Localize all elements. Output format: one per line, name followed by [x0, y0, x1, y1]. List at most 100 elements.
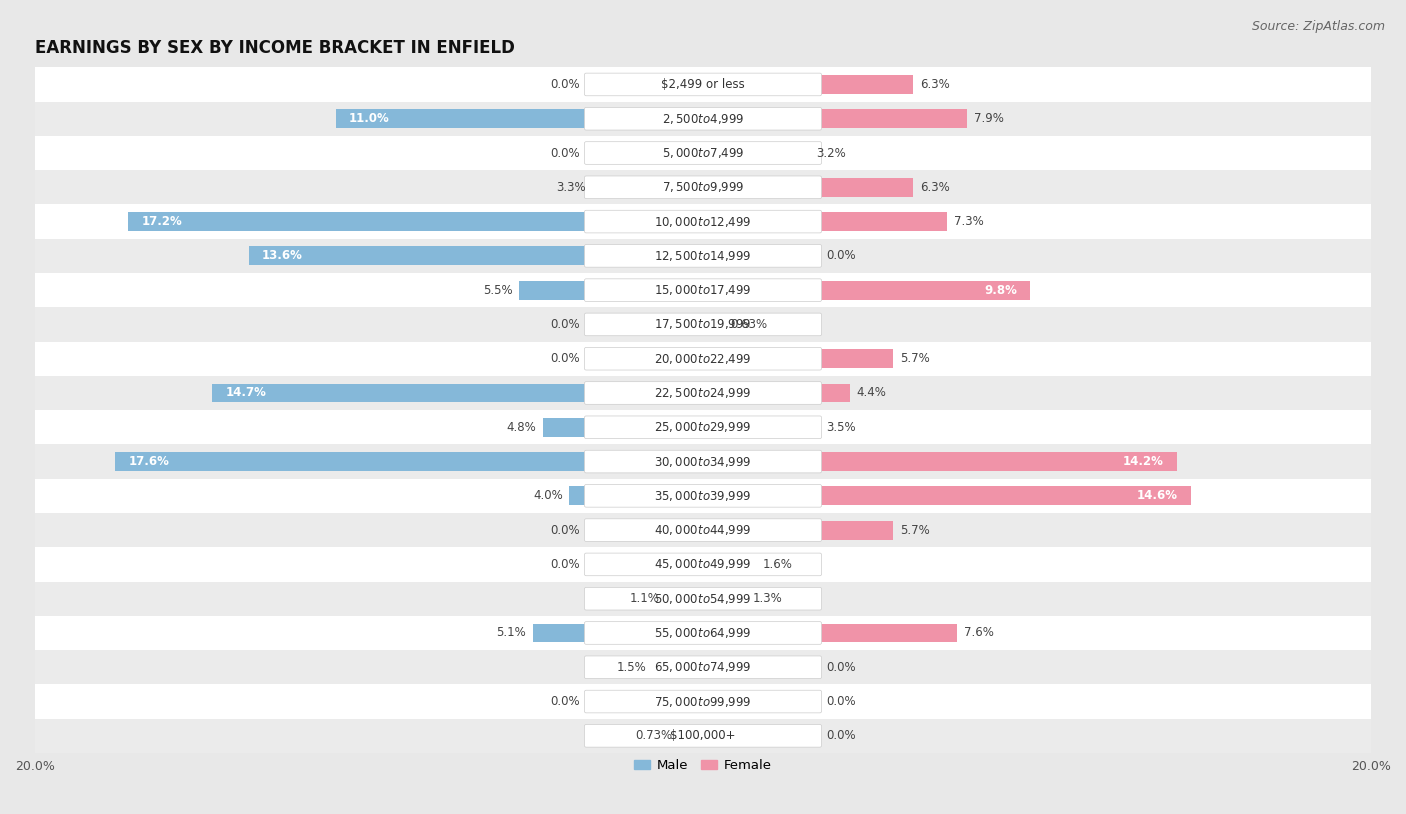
Bar	[703, 75, 914, 94]
Text: 5.7%: 5.7%	[900, 352, 929, 365]
FancyBboxPatch shape	[585, 416, 821, 439]
Text: 0.0%: 0.0%	[827, 695, 856, 708]
Text: 13.6%: 13.6%	[262, 249, 302, 262]
Bar	[249, 247, 703, 265]
Bar	[703, 555, 756, 574]
FancyBboxPatch shape	[585, 244, 821, 267]
Bar	[35, 719, 1371, 753]
Text: 14.6%: 14.6%	[1136, 489, 1177, 502]
Bar	[703, 349, 893, 368]
Bar	[35, 513, 1371, 547]
Bar	[652, 658, 703, 676]
Bar	[35, 616, 1371, 650]
Bar	[35, 102, 1371, 136]
Bar	[35, 136, 1371, 170]
Bar	[35, 444, 1371, 479]
Bar	[703, 452, 1177, 471]
Text: 1.3%: 1.3%	[754, 593, 783, 605]
Bar	[336, 109, 703, 128]
Bar	[703, 383, 851, 402]
Text: 5.7%: 5.7%	[900, 523, 929, 536]
FancyBboxPatch shape	[585, 176, 821, 199]
Text: $15,000 to $17,499: $15,000 to $17,499	[654, 283, 752, 297]
FancyBboxPatch shape	[585, 656, 821, 679]
Bar	[703, 521, 893, 540]
Text: 1.5%: 1.5%	[616, 661, 647, 674]
Text: Source: ZipAtlas.com: Source: ZipAtlas.com	[1251, 20, 1385, 33]
Text: $7,500 to $9,999: $7,500 to $9,999	[662, 180, 744, 195]
Text: 0.0%: 0.0%	[550, 352, 579, 365]
Text: $12,500 to $14,999: $12,500 to $14,999	[654, 249, 752, 263]
Bar	[533, 624, 703, 642]
Bar	[703, 212, 946, 231]
Text: $30,000 to $34,999: $30,000 to $34,999	[654, 454, 752, 469]
Text: 0.63%: 0.63%	[731, 318, 768, 331]
Text: $2,500 to $4,999: $2,500 to $4,999	[662, 112, 744, 125]
Text: 0.0%: 0.0%	[550, 78, 579, 91]
Text: 0.0%: 0.0%	[827, 729, 856, 742]
FancyBboxPatch shape	[585, 348, 821, 370]
Bar	[35, 273, 1371, 308]
Bar	[703, 418, 820, 436]
Legend: Male, Female: Male, Female	[628, 754, 778, 777]
Bar	[35, 581, 1371, 616]
Text: $2,499 or less: $2,499 or less	[661, 78, 745, 91]
Text: 3.5%: 3.5%	[827, 421, 856, 434]
Bar	[35, 410, 1371, 444]
Text: $35,000 to $39,999: $35,000 to $39,999	[654, 489, 752, 503]
FancyBboxPatch shape	[585, 622, 821, 645]
Text: 1.1%: 1.1%	[630, 593, 659, 605]
Bar	[35, 650, 1371, 685]
Bar	[35, 376, 1371, 410]
Text: 5.1%: 5.1%	[496, 627, 526, 640]
Text: 14.7%: 14.7%	[225, 387, 266, 400]
Bar	[703, 589, 747, 608]
FancyBboxPatch shape	[585, 724, 821, 747]
Text: 4.8%: 4.8%	[506, 421, 536, 434]
Text: $17,500 to $19,999: $17,500 to $19,999	[654, 317, 752, 331]
Bar	[703, 624, 957, 642]
Bar	[703, 143, 810, 163]
Text: EARNINGS BY SEX BY INCOME BRACKET IN ENFIELD: EARNINGS BY SEX BY INCOME BRACKET IN ENF…	[35, 39, 515, 58]
Text: 7.6%: 7.6%	[963, 627, 994, 640]
FancyBboxPatch shape	[585, 484, 821, 507]
Bar	[666, 589, 703, 608]
Bar	[703, 281, 1031, 300]
Bar	[519, 281, 703, 300]
Bar	[703, 109, 967, 128]
FancyBboxPatch shape	[585, 279, 821, 301]
Text: $20,000 to $22,499: $20,000 to $22,499	[654, 352, 752, 365]
Text: $25,000 to $29,999: $25,000 to $29,999	[654, 420, 752, 435]
Text: $45,000 to $49,999: $45,000 to $49,999	[654, 558, 752, 571]
Text: 0.0%: 0.0%	[550, 147, 579, 160]
Text: 6.3%: 6.3%	[920, 181, 950, 194]
FancyBboxPatch shape	[585, 210, 821, 233]
Bar	[128, 212, 703, 231]
Text: 9.8%: 9.8%	[984, 283, 1017, 296]
Text: 0.0%: 0.0%	[550, 523, 579, 536]
Text: 0.0%: 0.0%	[827, 249, 856, 262]
Text: 3.3%: 3.3%	[557, 181, 586, 194]
Bar	[543, 418, 703, 436]
Text: 0.0%: 0.0%	[827, 661, 856, 674]
Text: 1.6%: 1.6%	[763, 558, 793, 571]
Text: 11.0%: 11.0%	[349, 112, 389, 125]
Bar	[115, 452, 703, 471]
Text: 5.5%: 5.5%	[484, 283, 513, 296]
FancyBboxPatch shape	[585, 313, 821, 335]
Text: $22,500 to $24,999: $22,500 to $24,999	[654, 386, 752, 400]
Text: $55,000 to $64,999: $55,000 to $64,999	[654, 626, 752, 640]
Text: 0.0%: 0.0%	[550, 318, 579, 331]
FancyBboxPatch shape	[585, 382, 821, 405]
FancyBboxPatch shape	[585, 588, 821, 610]
Bar	[35, 68, 1371, 102]
Text: 14.2%: 14.2%	[1123, 455, 1164, 468]
Text: $75,000 to $99,999: $75,000 to $99,999	[654, 694, 752, 708]
Bar	[35, 479, 1371, 513]
Bar	[703, 178, 914, 197]
FancyBboxPatch shape	[585, 553, 821, 575]
Bar	[35, 308, 1371, 342]
Bar	[35, 170, 1371, 204]
Bar	[35, 239, 1371, 273]
Text: $10,000 to $12,499: $10,000 to $12,499	[654, 215, 752, 229]
